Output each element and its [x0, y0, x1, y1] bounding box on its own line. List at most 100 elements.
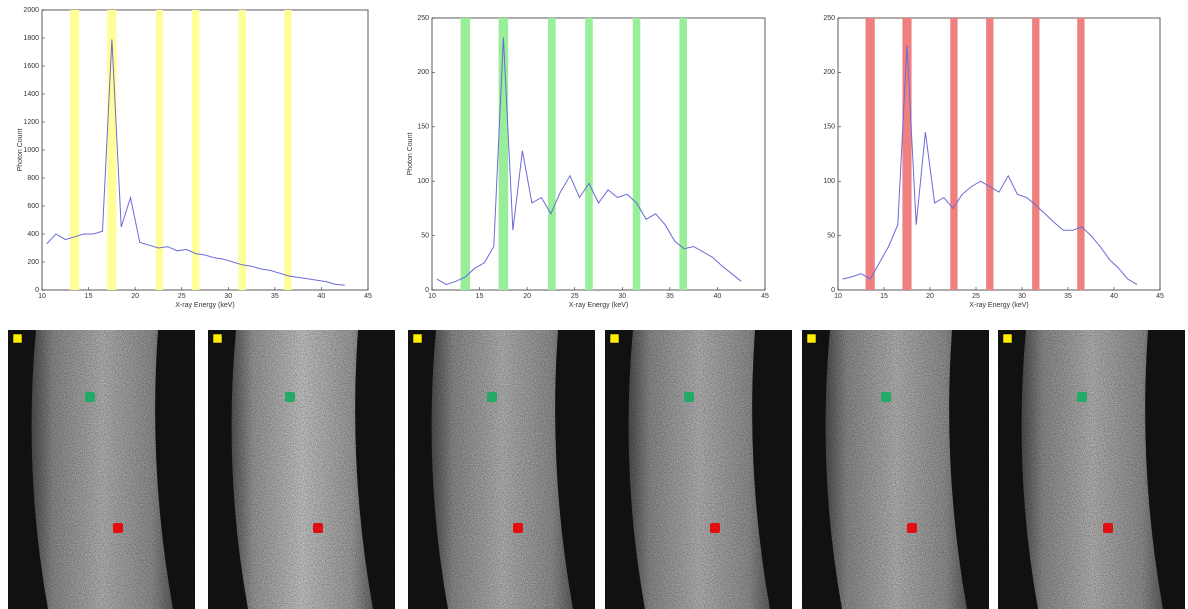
y-tick-label: 800 [27, 175, 39, 182]
highlight-band [585, 18, 593, 290]
x-tick-label: 15 [85, 293, 93, 300]
highlight-band [1077, 18, 1085, 290]
y-tick-label: 100 [823, 178, 835, 185]
highlight-band [950, 18, 958, 290]
x-tick-label: 30 [1018, 293, 1026, 300]
highlight-band [191, 10, 200, 290]
y-tick-label: 2000 [23, 7, 39, 14]
y-axis-label: Photon Count [407, 133, 414, 176]
chart: 10 15 20 25 30 35 40 45 0 50 100 150 200 250 X-ray Ene… [407, 15, 769, 309]
highlight-band [632, 18, 641, 290]
y-tick-label: 0 [831, 287, 835, 294]
highlight-band [986, 18, 994, 290]
x-tick-label: 20 [131, 293, 139, 300]
y-axis-label: Photon Count [17, 129, 24, 172]
y-tick-label: 250 [417, 15, 429, 22]
marker-green [881, 392, 891, 402]
marker-green [285, 392, 295, 402]
x-tick-label: 30 [224, 293, 232, 300]
image-noise [998, 330, 1185, 609]
y-tick-label: 1000 [23, 147, 39, 154]
highlight-band [1032, 18, 1040, 290]
x-tick-label: 35 [666, 293, 674, 300]
highlight-band [107, 10, 117, 290]
marker-red [113, 523, 123, 533]
plot-area [837, 17, 1161, 291]
xray-image [802, 330, 989, 609]
highlight-band [69, 10, 80, 290]
chart: 10 15 20 25 30 35 40 45 0 50 100 150 200 250 X-ray Ene… [823, 15, 1164, 309]
marker-yellow [12, 333, 23, 344]
y-tick-label: 50 [421, 232, 429, 239]
marker-yellow [806, 333, 817, 344]
marker-red [1103, 523, 1113, 533]
x-tick-label: 30 [618, 293, 626, 300]
x-axis-label: X-ray Energy (keV) [569, 302, 629, 309]
y-tick-label: 400 [27, 231, 39, 238]
image-noise [408, 330, 595, 609]
y-tick-label: 1600 [23, 63, 39, 70]
x-tick-label: 35 [1064, 293, 1072, 300]
spectrum-line [436, 37, 742, 286]
x-tick-label: 40 [714, 293, 722, 300]
xray-image [408, 330, 595, 609]
xray-image [8, 330, 195, 609]
x-tick-label: 45 [364, 293, 372, 300]
x-tick-label: 10 [38, 293, 46, 300]
y-tick-label: 1800 [23, 35, 39, 42]
y-tick-label: 200 [417, 69, 429, 76]
image-noise [802, 330, 989, 609]
y-tick-label: 600 [27, 203, 39, 210]
image-panels [8, 330, 1185, 609]
chart: 10 15 20 25 30 35 40 45 0 200 400 600 800 1000 1200 140… [17, 7, 372, 309]
xray-image [605, 330, 792, 609]
xray-image [998, 330, 1185, 609]
x-tick-label: 15 [880, 293, 888, 300]
highlight-band [865, 18, 875, 290]
y-tick-label: 250 [823, 15, 835, 22]
x-tick-label: 45 [761, 293, 769, 300]
marker-yellow [609, 333, 620, 344]
x-tick-label: 25 [571, 293, 579, 300]
y-tick-label: 0 [35, 287, 39, 294]
highlight-band [238, 10, 246, 290]
x-axis-label: X-ray Energy (keV) [969, 302, 1029, 309]
xray-image [208, 330, 395, 609]
marker-red [710, 523, 720, 533]
y-tick-label: 50 [827, 232, 835, 239]
plot-area [431, 17, 766, 291]
x-tick-label: 25 [972, 293, 980, 300]
marker-green [684, 392, 694, 402]
x-tick-label: 40 [318, 293, 326, 300]
highlight-band [284, 10, 292, 290]
marker-yellow [412, 333, 423, 344]
image-noise [605, 330, 792, 609]
plot-area [41, 9, 369, 291]
y-tick-label: 100 [417, 178, 429, 185]
y-tick-label: 1200 [23, 119, 39, 126]
x-tick-label: 20 [523, 293, 531, 300]
y-tick-label: 1400 [23, 91, 39, 98]
marker-green [1077, 392, 1087, 402]
highlight-band [548, 18, 556, 290]
marker-yellow [1002, 333, 1013, 344]
image-noise [208, 330, 395, 609]
x-tick-label: 25 [178, 293, 186, 300]
x-axis-label: X-ray Energy (keV) [175, 302, 235, 309]
marker-yellow [212, 333, 223, 344]
x-tick-label: 10 [834, 293, 842, 300]
highlight-band [460, 18, 471, 290]
highlight-band [155, 10, 164, 290]
marker-red [513, 523, 523, 533]
y-tick-label: 0 [425, 287, 429, 294]
x-tick-label: 45 [1156, 293, 1164, 300]
y-tick-label: 200 [823, 69, 835, 76]
highlight-band [498, 18, 509, 290]
marker-red [907, 523, 917, 533]
y-tick-label: 150 [823, 124, 835, 131]
highlight-band [902, 18, 912, 290]
x-tick-label: 15 [476, 293, 484, 300]
marker-red [313, 523, 323, 533]
x-tick-label: 35 [271, 293, 279, 300]
